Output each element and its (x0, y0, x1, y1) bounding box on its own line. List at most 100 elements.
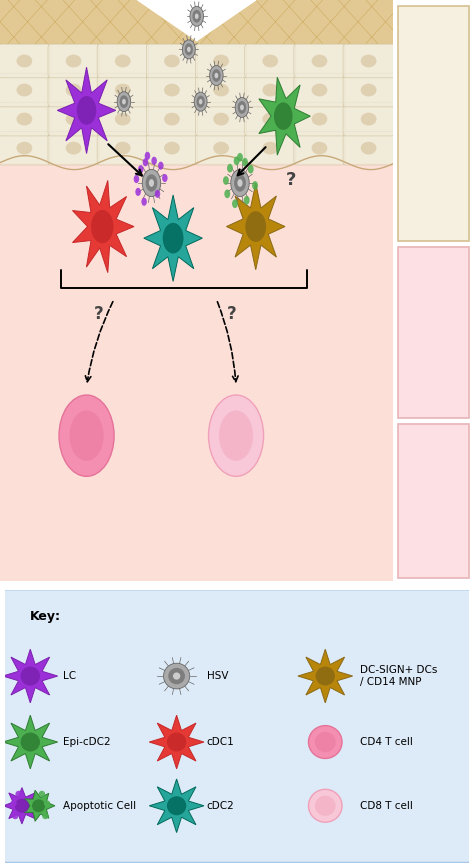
Text: HSV: HSV (207, 671, 228, 681)
FancyBboxPatch shape (146, 44, 198, 78)
Ellipse shape (66, 83, 82, 96)
Circle shape (252, 181, 258, 190)
Ellipse shape (263, 55, 278, 68)
Circle shape (185, 43, 193, 55)
FancyBboxPatch shape (245, 44, 296, 78)
Ellipse shape (164, 55, 180, 68)
Ellipse shape (361, 55, 376, 68)
Circle shape (315, 796, 336, 816)
Bar (0, 0, 393, 163)
Ellipse shape (115, 55, 131, 68)
Circle shape (173, 673, 180, 680)
FancyBboxPatch shape (196, 44, 246, 78)
Polygon shape (3, 649, 58, 703)
Circle shape (134, 175, 139, 183)
FancyBboxPatch shape (196, 102, 246, 136)
Circle shape (237, 101, 246, 114)
FancyBboxPatch shape (2, 590, 472, 863)
FancyBboxPatch shape (48, 44, 99, 78)
Ellipse shape (66, 55, 82, 68)
FancyBboxPatch shape (0, 44, 50, 78)
Circle shape (195, 14, 199, 19)
Text: Apoptotic Cell: Apoptotic Cell (63, 801, 136, 811)
FancyBboxPatch shape (0, 73, 50, 107)
Polygon shape (3, 715, 58, 769)
Ellipse shape (361, 113, 376, 126)
Circle shape (214, 73, 219, 78)
Circle shape (117, 92, 131, 112)
Text: CD8 T cell: CD8 T cell (360, 801, 413, 811)
Polygon shape (149, 779, 204, 832)
Text: ?: ? (227, 304, 237, 323)
Ellipse shape (17, 55, 32, 68)
Text: cDC2: cDC2 (207, 801, 235, 811)
FancyBboxPatch shape (245, 102, 296, 136)
Circle shape (209, 395, 264, 476)
Circle shape (138, 165, 144, 173)
Circle shape (237, 179, 243, 186)
Ellipse shape (311, 141, 328, 154)
Circle shape (244, 196, 250, 205)
Circle shape (219, 410, 253, 461)
FancyBboxPatch shape (97, 102, 148, 136)
FancyBboxPatch shape (146, 102, 198, 136)
Text: Lymph
Node: Lymph Node (424, 487, 444, 515)
Text: CD4 T cell: CD4 T cell (360, 737, 413, 747)
Polygon shape (57, 68, 116, 153)
Circle shape (143, 158, 148, 166)
Circle shape (194, 92, 207, 111)
Text: DC-SIGN+ DCs
/ CD14 MNP: DC-SIGN+ DCs / CD14 MNP (360, 665, 438, 687)
Circle shape (212, 69, 221, 81)
Ellipse shape (17, 113, 32, 126)
Circle shape (44, 800, 50, 806)
Circle shape (210, 66, 223, 86)
FancyBboxPatch shape (146, 73, 198, 107)
Circle shape (91, 210, 114, 243)
Bar (0, 163, 393, 581)
FancyBboxPatch shape (398, 247, 469, 418)
Circle shape (234, 174, 246, 192)
Circle shape (232, 199, 238, 208)
FancyBboxPatch shape (0, 102, 50, 136)
Circle shape (309, 789, 342, 822)
Circle shape (240, 105, 244, 110)
Circle shape (192, 10, 201, 23)
Circle shape (274, 102, 292, 130)
Circle shape (155, 190, 160, 198)
Circle shape (167, 733, 186, 752)
FancyBboxPatch shape (245, 131, 296, 165)
FancyBboxPatch shape (398, 424, 469, 578)
Polygon shape (137, 0, 255, 41)
Text: Epidermis: Epidermis (428, 99, 439, 147)
Circle shape (182, 40, 195, 59)
Ellipse shape (115, 141, 131, 154)
FancyBboxPatch shape (294, 131, 345, 165)
Polygon shape (227, 183, 285, 270)
FancyBboxPatch shape (294, 102, 345, 136)
Ellipse shape (115, 83, 131, 96)
Circle shape (145, 152, 150, 160)
Circle shape (136, 188, 141, 196)
Ellipse shape (115, 113, 131, 126)
Circle shape (122, 99, 126, 104)
Circle shape (16, 791, 22, 797)
Text: Dermis: Dermis (428, 315, 439, 350)
Text: cDC1: cDC1 (207, 737, 235, 747)
Circle shape (164, 663, 190, 689)
Circle shape (242, 158, 248, 166)
Circle shape (309, 726, 342, 759)
Ellipse shape (213, 141, 229, 154)
FancyBboxPatch shape (343, 102, 394, 136)
Circle shape (187, 47, 191, 52)
Circle shape (141, 198, 147, 205)
Ellipse shape (213, 113, 229, 126)
Text: LC: LC (63, 671, 76, 681)
Circle shape (246, 212, 266, 242)
Circle shape (149, 179, 154, 186)
FancyBboxPatch shape (196, 73, 246, 107)
Ellipse shape (164, 141, 180, 154)
Circle shape (10, 800, 17, 806)
Text: Epi-cDC2: Epi-cDC2 (63, 737, 110, 747)
FancyBboxPatch shape (97, 44, 148, 78)
Circle shape (315, 732, 336, 753)
